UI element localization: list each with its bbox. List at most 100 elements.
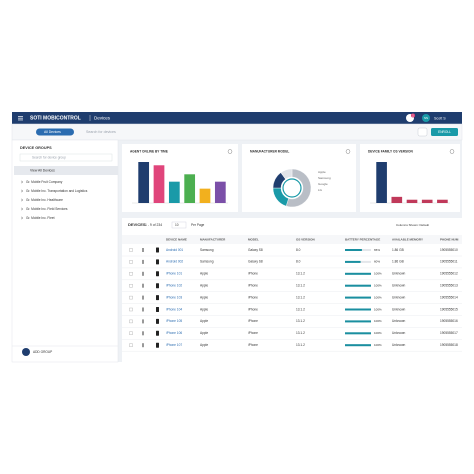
cell-memory: 1.86 GB xyxy=(392,260,404,264)
cell-name[interactable]: iPhone 104 xyxy=(166,307,182,311)
cell-model: iPhone xyxy=(248,272,258,276)
row-menu[interactable] xyxy=(142,295,144,300)
row-checkbox[interactable] xyxy=(129,272,133,276)
device-icon xyxy=(156,342,159,348)
row-menu[interactable] xyxy=(142,271,144,276)
row-checkbox[interactable] xyxy=(129,331,133,335)
chart-settings[interactable] xyxy=(227,149,233,154)
group-search[interactable] xyxy=(19,153,113,162)
expand-arrow[interactable] xyxy=(20,189,24,193)
group-name[interactable]: Gr. Mobile Fruit Company xyxy=(26,180,63,184)
cell-memory: Unknown xyxy=(392,331,406,335)
row-checkbox[interactable] xyxy=(129,284,133,288)
expand-arrow[interactable] xyxy=(20,198,24,202)
enroll-button[interactable] xyxy=(431,128,458,136)
group-name[interactable]: Gr. Mobile Inc. Healthcare xyxy=(26,198,63,202)
column-header[interactable]: PHONE NUM xyxy=(440,237,459,241)
add-group-label[interactable]: ADD GROUP xyxy=(33,350,52,354)
columns-label[interactable]: Columns Shown: Default xyxy=(396,223,429,227)
battery-bar xyxy=(345,308,371,311)
search-button[interactable] xyxy=(417,127,428,137)
row-menu[interactable] xyxy=(142,259,144,264)
menu-icon[interactable] xyxy=(18,116,23,121)
cell-os: 13.1.2 xyxy=(296,343,305,347)
battery-bar xyxy=(345,332,371,335)
search-placeholder[interactable]: Search for devices xyxy=(86,130,116,134)
top-bar xyxy=(12,112,462,124)
battery-bar xyxy=(345,260,361,263)
row-menu[interactable] xyxy=(142,331,144,336)
expand-arrow[interactable] xyxy=(20,180,24,184)
column-header[interactable]: DEVICE NAME xyxy=(166,237,187,241)
filter-pill[interactable] xyxy=(36,128,74,136)
cell-memory: Unknown xyxy=(392,307,406,311)
device-icon xyxy=(156,318,159,324)
device-icon xyxy=(156,307,159,312)
chart-settings[interactable] xyxy=(345,149,351,154)
row-checkbox[interactable] xyxy=(129,307,133,312)
cell-os: 13.1.2 xyxy=(296,272,305,276)
chart-title: AGENT ONLINE BY TIME xyxy=(130,149,168,153)
cell-phone: 1905555010 xyxy=(440,248,458,252)
per-page-select[interactable] xyxy=(171,221,187,229)
cell-name[interactable]: iPhone 102 xyxy=(166,284,182,288)
row-checkbox[interactable] xyxy=(129,260,133,264)
device-icon xyxy=(156,295,159,301)
row-checkbox[interactable] xyxy=(129,319,133,324)
chart-settings[interactable] xyxy=(449,149,455,154)
cell-name[interactable]: iPhone 105 xyxy=(166,319,182,323)
expand-arrow[interactable] xyxy=(20,216,24,220)
column-header[interactable]: MANUFACTURER xyxy=(200,237,226,241)
pie-slice xyxy=(285,168,312,208)
chart-title: MANUFACTURER MODEL xyxy=(250,149,289,153)
bar xyxy=(376,162,387,203)
battery-bar xyxy=(345,284,371,287)
row-checkbox[interactable] xyxy=(129,248,133,252)
bar xyxy=(168,181,180,203)
bar xyxy=(199,188,211,203)
column-header[interactable]: OS VERSION xyxy=(296,237,315,241)
cell-name[interactable]: iPhone 106 xyxy=(166,331,182,335)
cell-os: 8.0 xyxy=(296,248,301,252)
sidebar xyxy=(11,139,119,363)
brand: SOTI MOBICONTROL xyxy=(30,116,81,122)
avatar[interactable] xyxy=(422,114,430,122)
cell-name[interactable]: iPhone 101 xyxy=(166,272,182,276)
bar xyxy=(184,174,196,203)
row-checkbox[interactable] xyxy=(129,343,133,347)
toolbar xyxy=(11,123,463,141)
row-menu[interactable] xyxy=(142,343,144,348)
cell-manufacturer: Apple xyxy=(200,295,208,299)
column-header[interactable]: MODEL xyxy=(248,237,259,241)
add-group-icon[interactable] xyxy=(22,348,30,356)
row-menu[interactable] xyxy=(142,307,144,312)
bar xyxy=(214,181,226,203)
selected-row[interactable] xyxy=(14,166,118,175)
cell-memory: 1.86 GB xyxy=(392,248,404,252)
cell-name[interactable]: Android 002 xyxy=(166,260,183,264)
row-menu[interactable] xyxy=(142,283,144,288)
badge xyxy=(411,113,415,118)
expand-arrow[interactable] xyxy=(20,207,24,211)
user-name[interactable]: Scott S xyxy=(434,116,446,120)
cell-name[interactable]: Android 001 xyxy=(166,248,183,252)
column-header[interactable]: AVAILABLE MEMORY xyxy=(392,237,423,241)
cell-name[interactable]: iPhone 107 xyxy=(166,343,182,347)
avatar-initials: SS xyxy=(424,116,428,120)
device-icon xyxy=(156,271,159,277)
cell-manufacturer: Apple xyxy=(200,343,208,347)
cell-model: Galaxy S8 xyxy=(248,248,263,252)
row-menu[interactable] xyxy=(142,248,144,252)
cell-os: 8.0 xyxy=(296,260,301,264)
device-icon xyxy=(156,247,159,253)
group-name[interactable]: Gr. Mobile Inc. Fleet xyxy=(26,216,55,220)
column-header[interactable]: BATTERY PERCENTAGE xyxy=(345,237,380,241)
group-name[interactable]: Gr. Mobile Inc. Field Services xyxy=(26,207,68,211)
cell-name[interactable]: iPhone 103 xyxy=(166,295,182,299)
row-checkbox[interactable] xyxy=(129,295,133,300)
row-menu[interactable] xyxy=(142,319,144,324)
cell-memory: Unknown xyxy=(392,284,406,288)
cell-manufacturer: Samsung xyxy=(200,248,214,252)
group-name[interactable]: Gr. Mobile Inc. Transportation and Logis… xyxy=(26,189,88,193)
